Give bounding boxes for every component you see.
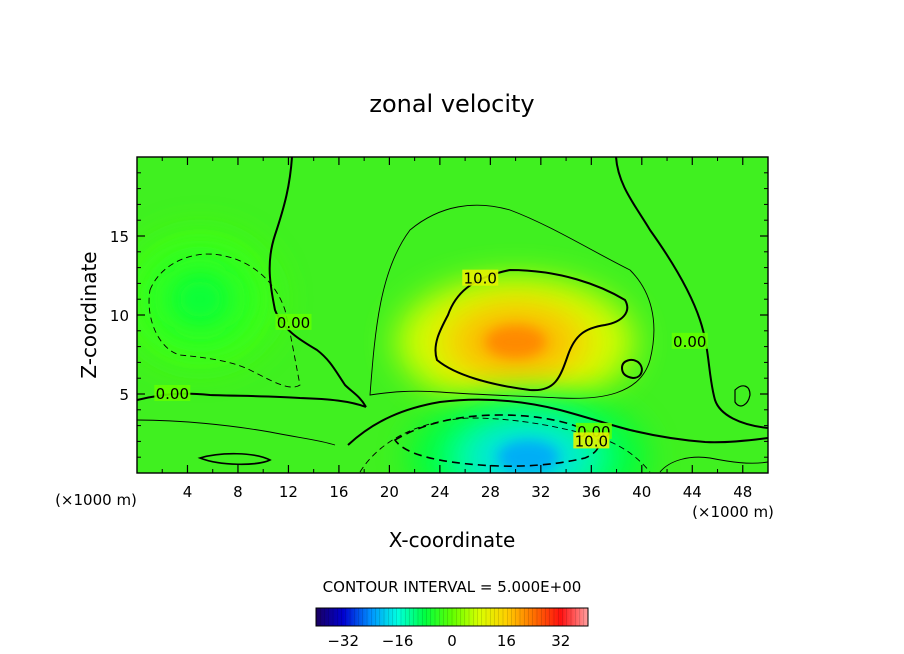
contour-label-bg [275, 313, 312, 330]
y-tick-label: 15 [110, 228, 129, 246]
x-tick-label: 20 [380, 483, 399, 501]
x-tick-label: 16 [329, 483, 348, 501]
contour-label: 0.00 [673, 333, 706, 351]
x-axis-unit-right: (×1000 m) [692, 503, 774, 521]
chart-title: zonal velocity [369, 90, 534, 118]
y-tick-label: 5 [119, 386, 129, 404]
colorbar-tick-label: 16 [497, 632, 516, 650]
colorbar-gradient [315, 607, 589, 627]
contour-ten-upper [434, 268, 629, 392]
x-tick-label: 40 [632, 483, 651, 501]
contour-small-ring [620, 359, 643, 380]
x-tick-label: 24 [430, 483, 449, 501]
contour-five [369, 204, 655, 399]
contour-right-edge [734, 385, 751, 407]
contour-zero-lower [347, 398, 768, 446]
colorbar-tick-label: −16 [382, 632, 414, 650]
x-tick-label: 8 [233, 483, 243, 501]
contour-label-bg [671, 332, 708, 349]
contour-lower-left [197, 452, 272, 466]
y-axis-ticks: 5 10 15 [110, 172, 768, 458]
x-tick-label: 44 [683, 483, 702, 501]
colorbar-tick-label: −32 [327, 632, 359, 650]
x-axis-unit-left: (×1000 m) [55, 491, 137, 509]
x-tick-label: 28 [481, 483, 500, 501]
x-tick-label: 32 [531, 483, 550, 501]
contour-neg-five-left [148, 253, 301, 388]
contour-bottom-thin [137, 419, 336, 446]
contour-label-bg [462, 269, 499, 286]
colorbar-stripes [320, 608, 584, 626]
contour-label: 10.0 [464, 270, 497, 288]
colorbar-ticks: −32 −16 0 16 32 [327, 632, 570, 650]
x-tick-label: 36 [582, 483, 601, 501]
y-axis-label: Z-coordinate [77, 251, 101, 378]
contour-neg-five-lower [359, 417, 651, 473]
contour-label: 0.00 [277, 314, 310, 332]
x-tick-label: 4 [183, 483, 193, 501]
contour-label-bg [154, 385, 191, 401]
x-axis-label: X-coordinate [389, 528, 516, 552]
colorbar: −32 −16 0 16 32 [315, 607, 589, 650]
heatmap-blob [498, 440, 559, 473]
x-tick-label: 12 [279, 483, 298, 501]
heatmap-blob [180, 281, 221, 317]
y-tick-label: 10 [110, 307, 129, 325]
contour-label: 10.0 [575, 432, 608, 450]
contour-zero-right [615, 157, 768, 429]
x-tick-label: 48 [733, 483, 752, 501]
contour-label: 0.00 [156, 385, 189, 403]
contour-label-bg [573, 432, 610, 449]
contour-lower-right [659, 456, 768, 473]
colorbar-tick-label: 0 [447, 632, 457, 650]
x-axis-ticks: 4 8 12 16 20 24 28 32 36 40 44 48 [161, 157, 752, 501]
colorbar-tick-label: 32 [551, 632, 570, 650]
contour-ten-lower [393, 414, 600, 467]
contour-interval-label: CONTOUR INTERVAL = 5.000E+00 [323, 578, 582, 596]
heatmap-blob [485, 325, 546, 359]
heatmap-field [137, 229, 649, 473]
